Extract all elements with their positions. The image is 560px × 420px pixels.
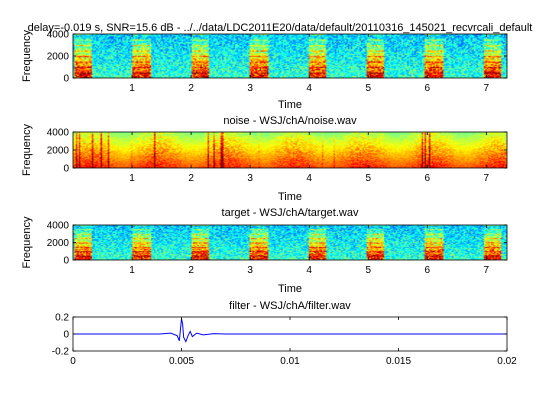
x-tick-label: 4 (306, 265, 312, 276)
y-tick-label: 2000 (47, 52, 70, 63)
x-tick-label: 0.015 (386, 356, 411, 367)
y-tick-label: 4000 (47, 30, 70, 41)
x-tick-label: 6 (425, 83, 431, 94)
x-tick-label: 2 (188, 265, 194, 276)
subplot-2: noise - WSJ/chA/noise.wav 1 2 3 4 5 6 7 0 2000 400… (21, 115, 508, 203)
x-tick-label: 7 (484, 265, 490, 276)
y-tick-label: 0.2 (55, 313, 69, 324)
y-axis-label: Frequency (21, 124, 33, 176)
subplot-1: delay=-0.019 s, SNR=15.6 dB - ../../data… (21, 22, 532, 111)
x-axis-label: Time (278, 191, 302, 203)
y-tick-label: 4000 (47, 128, 70, 139)
x-tick-label: 7 (484, 83, 490, 94)
y-tick-label: 2000 (47, 238, 70, 249)
y-tick-label: 2000 (47, 146, 70, 157)
x-tick-label: 0.02 (497, 356, 517, 367)
x-tick-label: 0 (70, 356, 76, 367)
spectrogram-image (73, 225, 507, 260)
y-tick-label: 0 (63, 164, 69, 175)
chart-title: target - WSJ/chA/target.wav (222, 207, 359, 219)
chart-title: noise - WSJ/chA/noise.wav (223, 115, 357, 127)
spectrogram-image (73, 34, 507, 78)
x-tick-label: 5 (365, 265, 371, 276)
x-tick-label: 3 (247, 265, 253, 276)
x-axis-label: Time (278, 283, 302, 295)
x-tick-label: 2 (188, 173, 194, 184)
subplot-3: target - WSJ/chA/target.wav 1 2 3 4 5 6 7 0 2000 4… (21, 207, 508, 295)
chart-title: filter - WSJ/chA/filter.wav (229, 300, 351, 312)
x-axis-label: Time (278, 99, 302, 111)
y-tick-label: 0 (63, 74, 69, 85)
x-tick-label: 4 (306, 83, 312, 94)
chart-title: delay=-0.019 s, SNR=15.6 dB - ../../data… (28, 22, 533, 34)
x-tick-label: 0.01 (280, 356, 300, 367)
y-tick-label: -0.2 (52, 347, 70, 358)
x-tick-label: 6 (425, 265, 431, 276)
y-tick-label: 4000 (47, 221, 70, 232)
x-tick-label: 5 (365, 83, 371, 94)
x-tick-label: 1 (129, 173, 135, 184)
x-tick-label: 5 (365, 173, 371, 184)
x-tick-label: 2 (188, 83, 194, 94)
subplot-4: filter - WSJ/chA/filter.wav 0 0.005 0.01 0.0… (52, 300, 517, 367)
spectrogram-image (73, 132, 507, 168)
series-line-1 (73, 318, 507, 343)
y-tick-label: 0 (63, 256, 69, 267)
x-tick-label: 3 (247, 173, 253, 184)
x-tick-label: 1 (129, 265, 135, 276)
x-tick-label: 6 (425, 173, 431, 184)
x-tick-label: 0.005 (169, 356, 194, 367)
x-tick-label: 4 (306, 173, 312, 184)
y-axis-label: Frequency (21, 30, 33, 82)
y-tick-label: 0 (63, 330, 69, 341)
x-tick-label: 1 (129, 83, 135, 94)
y-axis-label: Frequency (21, 216, 33, 268)
x-tick-label: 7 (484, 173, 490, 184)
x-tick-label: 3 (247, 83, 253, 94)
